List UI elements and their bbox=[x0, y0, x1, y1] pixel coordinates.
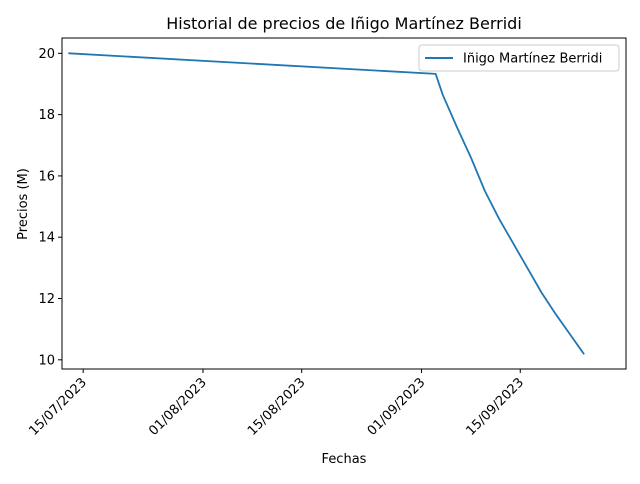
y-tick-label: 18 bbox=[38, 108, 55, 123]
y-tick-label: 12 bbox=[38, 292, 55, 307]
series-line bbox=[68, 52, 585, 355]
y-axis-label: Precios (M) bbox=[16, 168, 31, 240]
y-tick-label: 20 bbox=[38, 47, 55, 62]
legend-box bbox=[418, 44, 620, 72]
legend-label: Iñigo Martínez Berridi bbox=[463, 52, 602, 67]
y-tick-label: 16 bbox=[38, 169, 55, 184]
y-tick-label: 10 bbox=[38, 353, 55, 368]
y-axis: 10 12 14 16 18 20 bbox=[38, 47, 62, 368]
series-layer bbox=[68, 52, 585, 355]
plot-frame bbox=[61, 37, 627, 370]
chart-title: Historial de precios de Iñigo Martínez B… bbox=[166, 14, 522, 33]
y-tick-label: 14 bbox=[38, 231, 55, 246]
legend: Iñigo Martínez Berridi bbox=[418, 44, 620, 72]
x-axis-label: Fechas bbox=[322, 452, 367, 467]
